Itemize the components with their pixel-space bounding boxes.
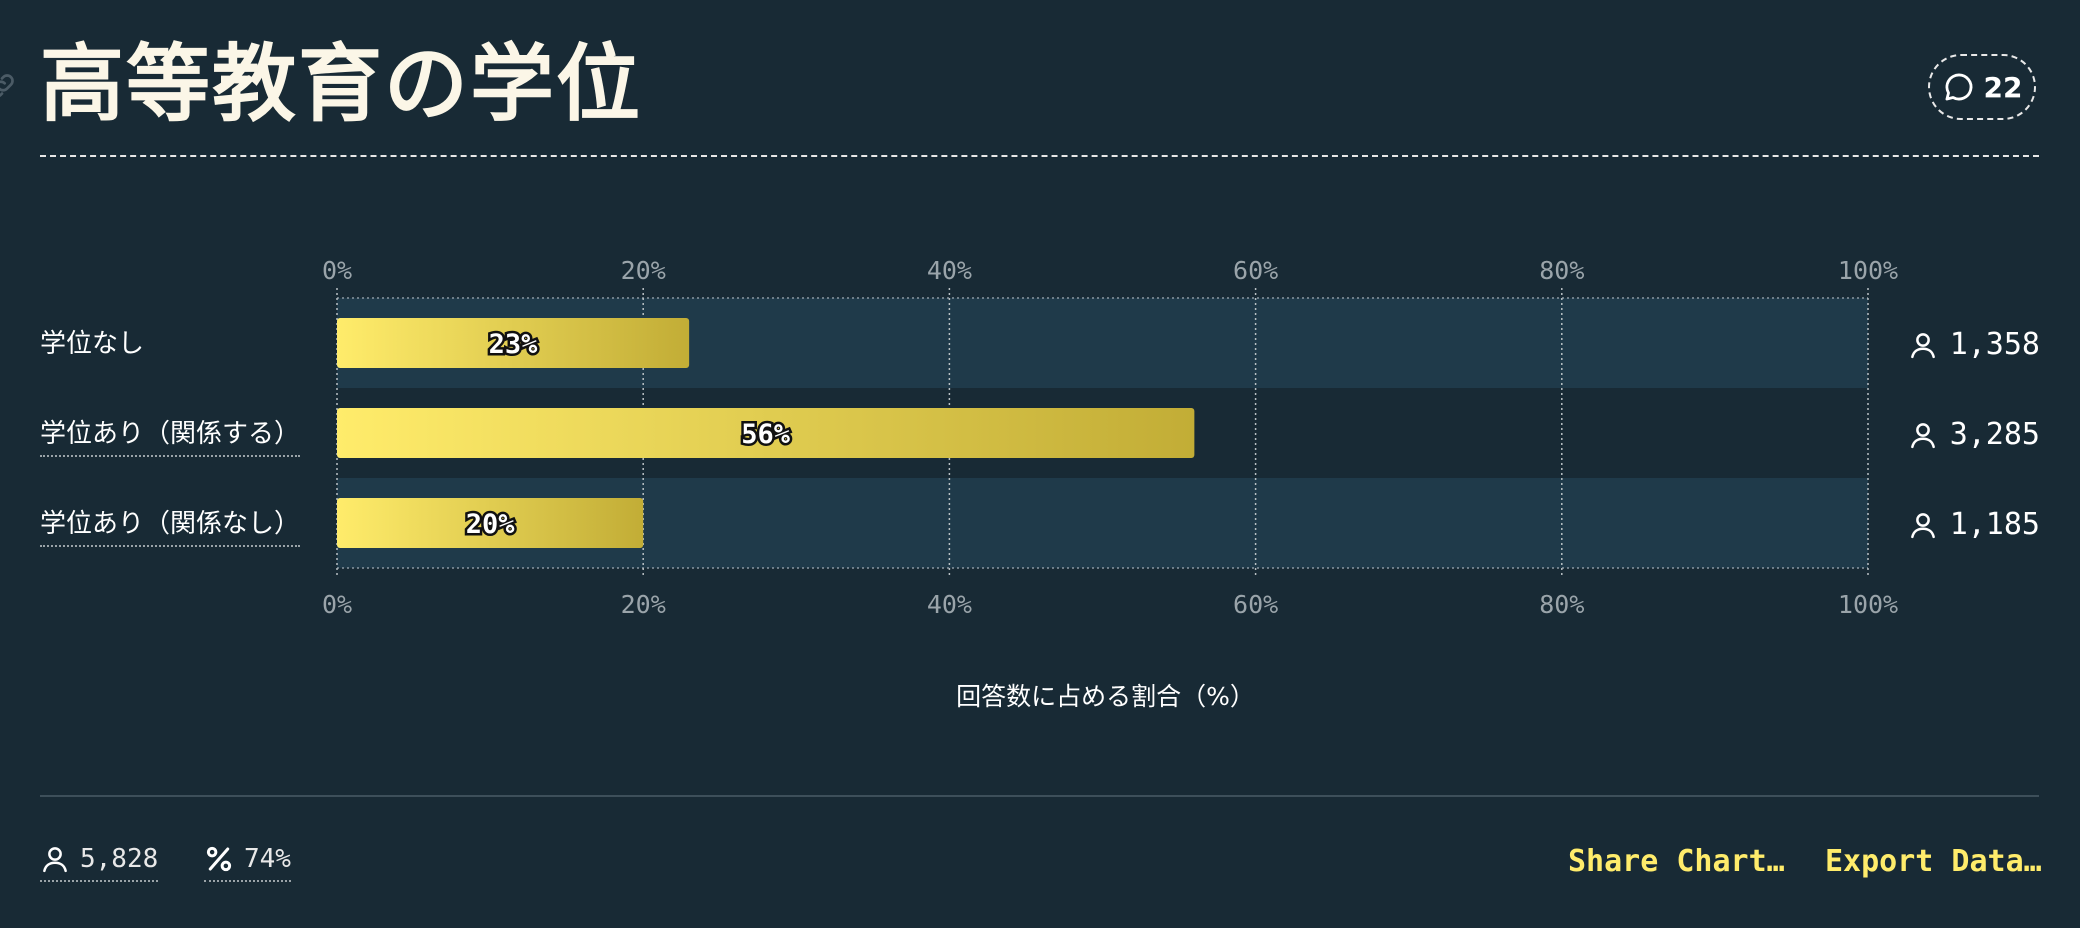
respondent-count-value: 3,285 — [1949, 417, 2040, 452]
category-label-no-degree: 学位なし — [40, 329, 145, 359]
x-tick-label-top: 40% — [927, 256, 972, 285]
comments-count: 22 — [1983, 70, 2023, 104]
respondent-count-related-degree: 3,285 — [1908, 417, 2040, 452]
percent-icon — [206, 846, 232, 872]
person-icon — [1910, 422, 1935, 448]
bar[interactable] — [337, 408, 1195, 458]
person-icon — [1910, 512, 1935, 538]
x-tick-label-top: 60% — [1233, 256, 1278, 285]
speech-bubble-icon — [1945, 73, 1972, 101]
bar-value-label: 56% — [741, 419, 791, 450]
export-data-button[interactable]: Export Data… — [1825, 844, 2042, 879]
x-tick-label-bottom: 60% — [1233, 590, 1278, 619]
response-rate-value: 74% — [244, 844, 291, 874]
page-title: 高等教育の学位 — [40, 35, 643, 133]
bar-value-label: 20% — [466, 509, 516, 540]
comments-button[interactable]: 22 — [1928, 54, 2036, 120]
x-axis-label: 回答数に占める割合（%） — [956, 682, 1255, 711]
respondent-count-no-degree: 1,358 — [1908, 327, 2040, 362]
x-tick-label-bottom: 40% — [927, 590, 972, 619]
x-tick-label-bottom: 0% — [322, 590, 352, 619]
category-label-related-degree[interactable]: 学位あり（関係する） — [40, 417, 301, 457]
total-respondents-value: 5,828 — [80, 844, 159, 874]
category-label-unrelated-degree[interactable]: 学位あり（関係なし） — [40, 507, 301, 547]
link-icon[interactable] — [0, 70, 18, 102]
person-icon — [1910, 332, 1935, 358]
x-tick-label-top: 20% — [621, 256, 666, 285]
x-tick-label-bottom: 80% — [1539, 590, 1584, 619]
bar[interactable] — [337, 498, 644, 548]
x-tick-label-top: 100% — [1838, 256, 1898, 285]
respondent-count-value: 1,185 — [1949, 507, 2040, 542]
total-respondents[interactable]: 5,828 — [40, 844, 159, 882]
x-tick-label-bottom: 100% — [1838, 590, 1898, 619]
title-divider — [40, 155, 2039, 157]
footer-divider — [40, 795, 2039, 797]
person-icon — [43, 847, 67, 873]
share-chart-button[interactable]: Share Chart… — [1568, 844, 1785, 879]
respondent-count-value: 1,358 — [1949, 327, 2040, 362]
x-tick-label-bottom: 20% — [621, 590, 666, 619]
bar[interactable] — [337, 318, 690, 368]
x-tick-label-top: 0% — [322, 256, 352, 285]
x-tick-label-top: 80% — [1539, 256, 1584, 285]
response-rate[interactable]: 74% — [204, 844, 291, 882]
bar-chart: 0% 20% 40% 60% 80% 100% 0% 20% 40% 60% 80% 100% 23… — [322, 256, 1898, 619]
bar-value-label: 23% — [489, 329, 539, 360]
respondent-count-unrelated-degree: 1,185 — [1908, 507, 2040, 542]
